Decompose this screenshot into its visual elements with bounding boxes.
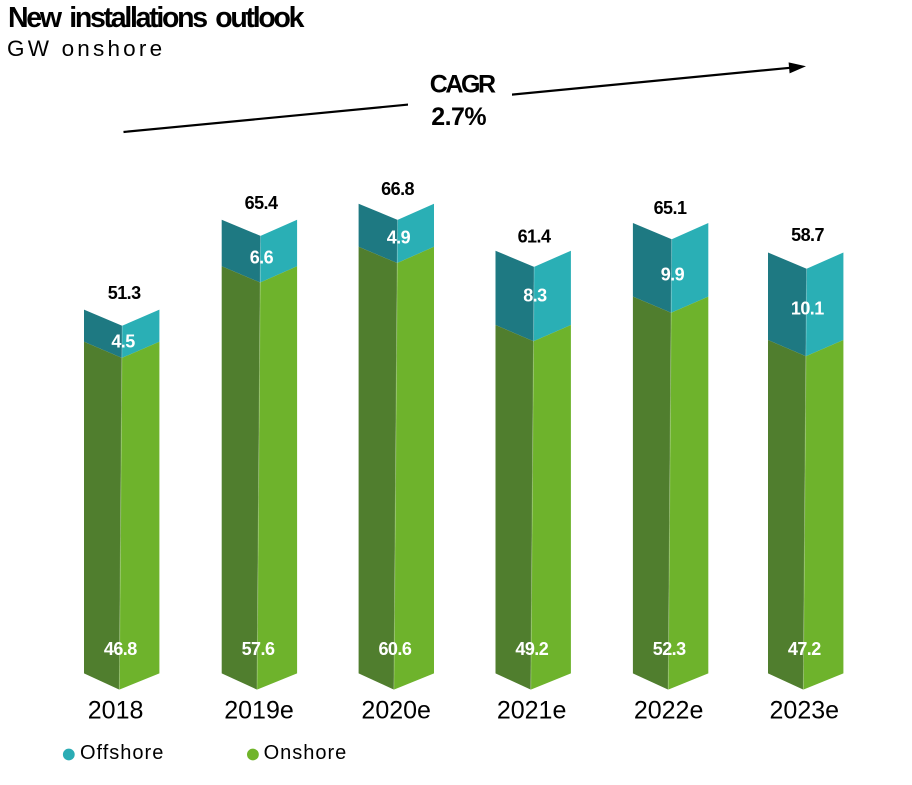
svg-text:4.9: 4.9 <box>387 227 411 247</box>
svg-text:2023e: 2023e <box>770 697 840 725</box>
svg-text:6.6: 6.6 <box>250 248 274 268</box>
svg-text:New installations outlook: New installations outlook <box>8 2 305 34</box>
svg-text:51.3: 51.3 <box>108 283 141 303</box>
svg-text:2020e: 2020e <box>361 697 431 725</box>
svg-text:GW onshore: GW onshore <box>7 36 165 61</box>
svg-text:2021e: 2021e <box>497 697 567 725</box>
svg-text:Offshore: Offshore <box>80 742 164 764</box>
svg-text:46.8: 46.8 <box>104 639 137 659</box>
svg-text:61.4: 61.4 <box>518 226 551 246</box>
svg-text:4.5: 4.5 <box>111 332 135 352</box>
svg-text:65.1: 65.1 <box>654 198 687 218</box>
svg-text:49.2: 49.2 <box>515 639 548 659</box>
svg-text:9.9: 9.9 <box>661 265 685 285</box>
svg-text:47.2: 47.2 <box>788 639 821 659</box>
svg-text:8.3: 8.3 <box>523 286 547 306</box>
svg-text:10.1: 10.1 <box>791 298 824 318</box>
svg-text:52.3: 52.3 <box>653 639 686 659</box>
svg-text:CAGR: CAGR <box>430 71 496 99</box>
svg-text:2022e: 2022e <box>634 697 704 725</box>
svg-text:2019e: 2019e <box>224 697 294 725</box>
svg-text:Onshore: Onshore <box>264 742 348 764</box>
svg-text:60.6: 60.6 <box>378 639 411 659</box>
svg-text:2018: 2018 <box>88 697 144 725</box>
svg-text:58.7: 58.7 <box>791 225 824 245</box>
svg-text:66.8: 66.8 <box>381 179 414 199</box>
svg-text:57.6: 57.6 <box>242 639 275 659</box>
svg-text:2.7%: 2.7% <box>431 103 486 131</box>
svg-text:65.4: 65.4 <box>245 193 278 213</box>
